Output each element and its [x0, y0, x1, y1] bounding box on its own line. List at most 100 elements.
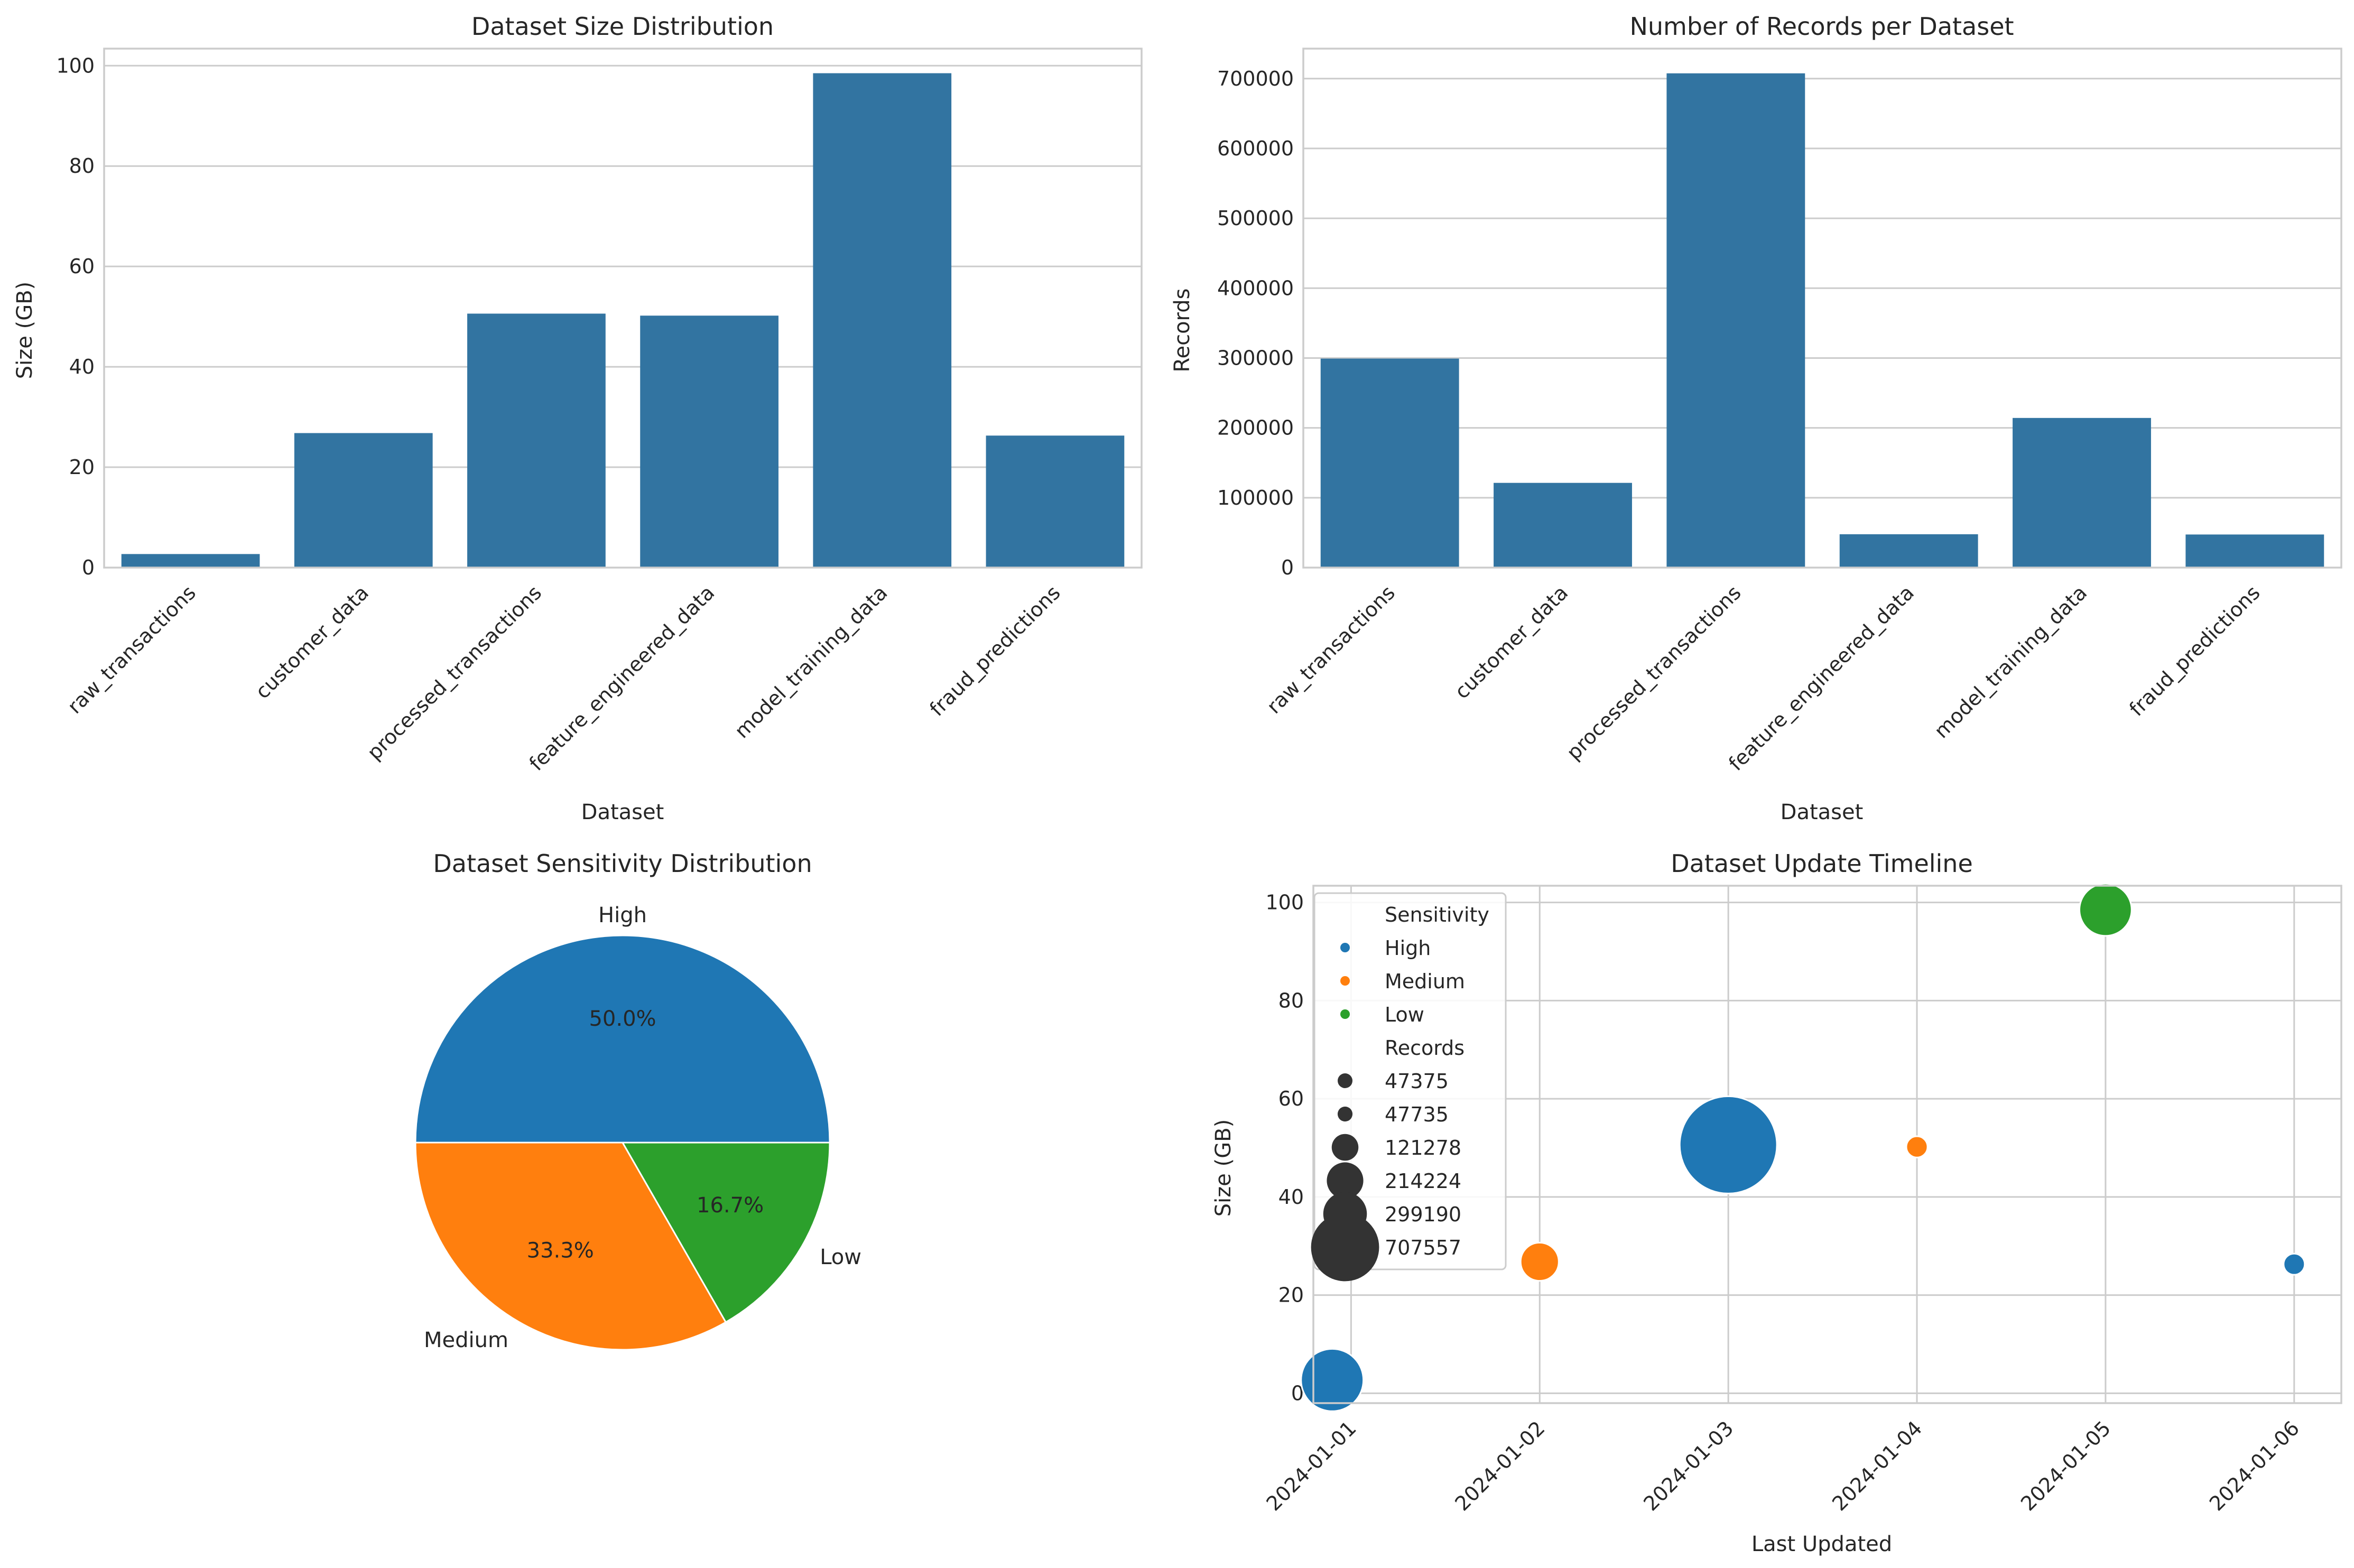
timeline-xtick-label: 2024-01-03	[1639, 1416, 1738, 1515]
records-xtick-label: feature_engineered_data	[1724, 581, 1919, 775]
size-bar-customer-data	[294, 433, 433, 568]
records-xtick-label: fraud_predictions	[2125, 581, 2264, 720]
records-ytick-label: 700000	[1217, 67, 1294, 90]
timeline-point-2024-01-01	[1300, 1348, 1365, 1412]
timeline-axes-frame	[1312, 885, 2342, 1404]
records-ytick-label: 0	[1281, 556, 1294, 579]
records-axes-frame	[1302, 48, 2342, 569]
timeline-xtick-label: 2024-01-02	[1450, 1416, 1549, 1515]
records-ytick-label: 200000	[1217, 416, 1294, 440]
size-bar-processed-transactions	[467, 313, 606, 568]
timeline-point-2024-01-05	[2079, 883, 2133, 937]
sensitivity-pie-chart: Dataset Sensitivity Distribution High 50.…	[414, 849, 861, 1352]
timeline-xtick-label: 2024-01-06	[2205, 1416, 2304, 1515]
records-bar-fraud-predictions	[2185, 534, 2324, 568]
legend-size-label: 121278	[1385, 1136, 1461, 1159]
size-xtick-label: fraud_predictions	[925, 581, 1064, 720]
size-bar-feature-engineered-data	[640, 316, 779, 568]
records-bar-feature-engineered-data	[1839, 534, 1978, 568]
records-xtick-label: processed_transactions	[1562, 581, 1746, 764]
legend-label-high: High	[1385, 936, 1431, 960]
pie-label-low: Low	[820, 1245, 861, 1269]
timeline-point-2024-01-02	[1519, 1241, 1560, 1282]
timeline-ytick-label: 100	[1265, 891, 1304, 914]
timeline-legend: Sensitivity High Medium Low Records 47375 4773…	[1311, 892, 1507, 1282]
size-xtick-label: raw_transactions	[63, 581, 200, 718]
size-xtick-label: customer_data	[251, 581, 374, 703]
size-xtick-label: processed_transactions	[363, 581, 546, 764]
size-chart-xlabel: Dataset	[581, 800, 664, 824]
timeline-point-2024-01-03	[1679, 1095, 1778, 1194]
timeline-ytick-label: 20	[1278, 1284, 1304, 1307]
legend-size-marker	[1331, 1134, 1359, 1161]
size-bar-model-training-data	[813, 73, 952, 568]
size-chart-title: Dataset Size Distribution	[471, 12, 774, 41]
size-ytick-label: 60	[69, 255, 95, 278]
records-bar-customer-data	[1494, 483, 1632, 568]
records-chart-title: Number of Records per Dataset	[1629, 12, 2014, 41]
records-bar-chart: Number of Records per Dataset Records Da…	[1170, 12, 2342, 824]
legend-title-records: Records	[1385, 1036, 1465, 1060]
legend-marker-medium	[1340, 976, 1350, 986]
size-xtick-label: model_training_data	[730, 581, 892, 743]
timeline-ytick-label: 60	[1278, 1087, 1304, 1110]
timeline-point-2024-01-06	[2283, 1252, 2306, 1276]
legend-label-low: Low	[1385, 1003, 1424, 1026]
records-ytick-label: 100000	[1217, 486, 1294, 509]
legend-size-marker	[1337, 1106, 1353, 1122]
size-chart-ylabel: Size (GB)	[13, 282, 37, 379]
records-xtick-label: raw_transactions	[1262, 581, 1400, 718]
records-ytick-label: 600000	[1217, 137, 1294, 160]
records-bar-model-training-data	[2013, 417, 2151, 568]
pie-pct-high: 50.0%	[589, 1007, 656, 1031]
legend-title-sensitivity: Sensitivity	[1385, 903, 1489, 926]
legend-size-label: 707557	[1385, 1236, 1461, 1259]
timeline-xtick-label: 2024-01-01	[1262, 1416, 1360, 1515]
pie-label-high: High	[598, 903, 647, 927]
timeline-point-2024-01-04	[1905, 1135, 1929, 1158]
legend-size-label: 47735	[1385, 1103, 1449, 1126]
legend-size-marker	[1311, 1213, 1379, 1282]
size-axes-frame	[103, 48, 1143, 569]
records-ytick-label: 500000	[1217, 207, 1294, 230]
size-bar-fraud-predictions	[986, 435, 1125, 568]
size-bar-chart: Dataset Size Distribution Size (GB) Data…	[13, 12, 1143, 824]
records-xtick-label: model_training_data	[1930, 581, 2091, 743]
pie-label-medium: Medium	[424, 1328, 508, 1352]
timeline-xtick-label: 2024-01-04	[1828, 1416, 1926, 1515]
records-bar-processed-transactions	[1666, 73, 1805, 568]
timeline-scatter-chart: Dataset Update Timeline Size (GB) Last U…	[1211, 849, 2342, 1556]
size-ytick-label: 100	[56, 54, 95, 77]
timeline-xtick-label: 2024-01-05	[2016, 1416, 2115, 1515]
timeline-chart-ylabel: Size (GB)	[1211, 1119, 1236, 1217]
records-chart-xlabel: Dataset	[1781, 800, 1864, 824]
size-ytick-label: 20	[69, 456, 95, 479]
legend-marker-high	[1340, 943, 1350, 952]
records-chart-ylabel: Records	[1170, 288, 1194, 372]
legend-size-marker	[1338, 1073, 1352, 1088]
legend-size-marker	[1327, 1162, 1364, 1199]
size-ytick-label: 40	[69, 355, 95, 378]
legend-size-label: 214224	[1385, 1170, 1461, 1193]
timeline-chart-xlabel: Last Updated	[1751, 1532, 1892, 1556]
pie-slice-low	[621, 1142, 831, 1323]
size-bar-raw-transactions	[121, 554, 260, 568]
pie-slice-medium	[414, 1142, 727, 1351]
records-ytick-label: 300000	[1217, 346, 1294, 369]
legend-label-medium: Medium	[1385, 970, 1465, 993]
timeline-ytick-label: 40	[1278, 1185, 1304, 1209]
pie-chart-title: Dataset Sensitivity Distribution	[433, 849, 812, 878]
size-ytick-label: 80	[69, 154, 95, 178]
timeline-ytick-label: 80	[1278, 989, 1304, 1012]
legend-marker-low	[1340, 1009, 1350, 1019]
pie-pct-medium: 33.3%	[527, 1239, 594, 1263]
size-ytick-label: 0	[82, 556, 95, 579]
records-bar-raw-transactions	[1320, 358, 1459, 568]
legend-size-label: 47375	[1385, 1070, 1449, 1093]
legend-size-label: 299190	[1385, 1203, 1461, 1226]
records-ytick-label: 400000	[1217, 276, 1294, 300]
timeline-chart-title: Dataset Update Timeline	[1671, 849, 1973, 878]
pie-pct-low: 16.7%	[697, 1193, 764, 1218]
pie-slice-high	[414, 934, 831, 1144]
